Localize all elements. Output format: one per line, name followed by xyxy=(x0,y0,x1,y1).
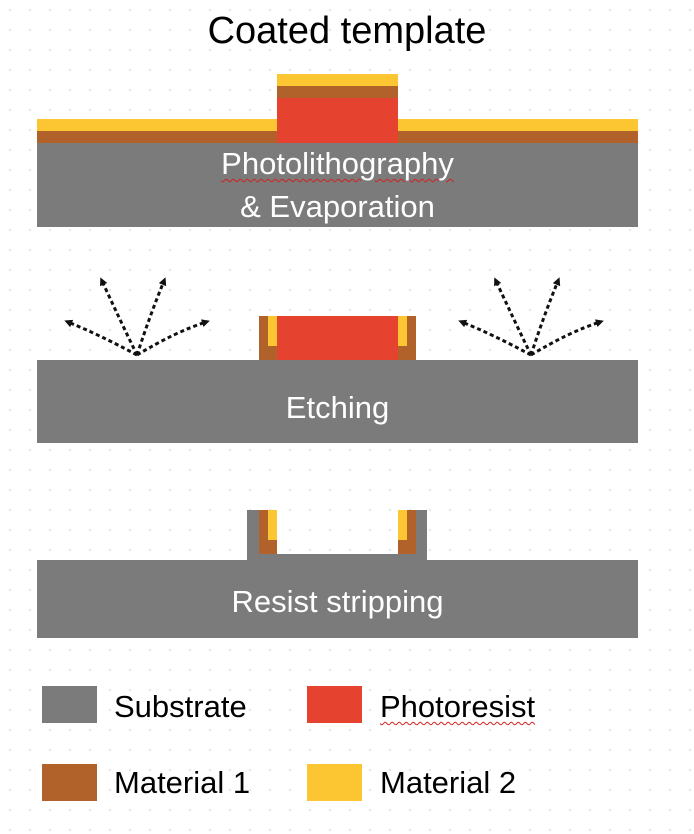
step1-material2-top xyxy=(277,74,398,86)
step1-photoresist xyxy=(277,98,398,143)
step2-label: Etching xyxy=(285,390,390,425)
step1-label-text: Photolithography xyxy=(221,146,454,181)
step2-photoresist xyxy=(277,316,398,360)
etch-arrows-left xyxy=(64,277,210,357)
step1-coated-template xyxy=(37,74,638,227)
step2-material2-right-wall xyxy=(398,316,407,346)
step3-material2-right xyxy=(398,510,407,540)
step3-substrate-step xyxy=(247,554,427,560)
etch-arrows-right xyxy=(458,277,604,357)
step1-label-line1: Photolithography xyxy=(37,145,638,183)
etch-arrow xyxy=(458,319,532,357)
etch-arrow xyxy=(494,277,533,356)
step3-substrate xyxy=(37,560,638,638)
step1-material1-top xyxy=(277,86,398,98)
etch-arrow xyxy=(100,277,139,356)
legend-swatch-material2 xyxy=(307,764,362,801)
legend-label-material2: Material 2 xyxy=(380,765,517,800)
legend-label-photoresist-text: Photoresist xyxy=(380,689,536,724)
legend-label-material1: Material 1 xyxy=(114,765,251,800)
step2-substrate xyxy=(37,360,638,443)
legend-label-substrate: Substrate xyxy=(114,689,247,724)
step3-resist-stripping xyxy=(37,510,638,638)
legend-swatch-photoresist xyxy=(307,686,362,723)
legend-swatch-material1 xyxy=(42,764,97,801)
step1-material2-left xyxy=(37,119,277,131)
step1-material1-left xyxy=(37,131,277,143)
step1-label-line2: & Evaporation xyxy=(240,189,435,224)
step3-material2-left xyxy=(268,510,277,540)
step2-material2-left-wall xyxy=(268,316,277,346)
legend-label-photoresist: Photoresist xyxy=(380,688,535,725)
step3-label: Resist stripping xyxy=(231,584,444,619)
etch-arrow xyxy=(136,319,210,357)
legend-swatch-substrate xyxy=(42,686,97,723)
step1-material1-right xyxy=(398,131,638,143)
step1-substrate xyxy=(37,143,638,227)
etch-arrow xyxy=(135,277,167,356)
diagram-title: Coated template xyxy=(207,10,487,52)
etch-arrow xyxy=(530,319,604,357)
etch-arrow xyxy=(529,277,561,356)
step2-etching xyxy=(37,277,638,443)
etch-arrow xyxy=(64,319,138,357)
step1-material2-right xyxy=(398,119,638,131)
